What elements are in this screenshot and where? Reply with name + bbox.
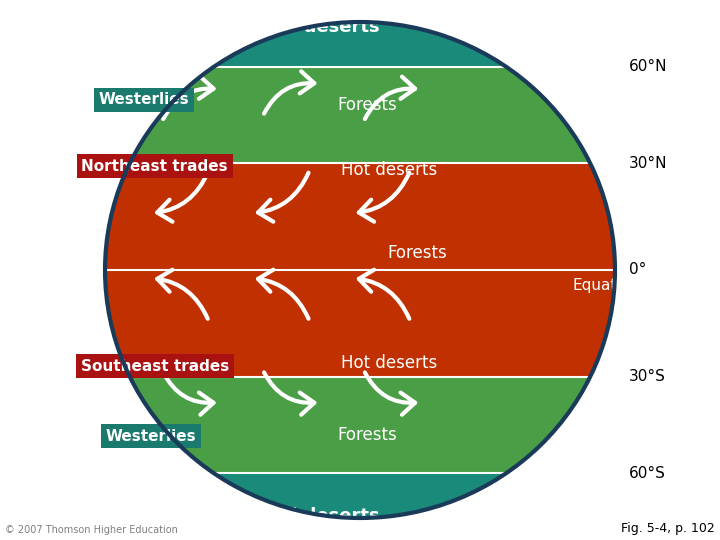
Text: 30°N: 30°N <box>629 156 667 171</box>
FancyArrowPatch shape <box>264 71 315 113</box>
FancyArrowPatch shape <box>163 77 214 119</box>
FancyArrowPatch shape <box>258 269 308 319</box>
FancyArrowPatch shape <box>163 373 214 415</box>
Text: Northeast trades: Northeast trades <box>81 159 228 174</box>
Text: Equator: Equator <box>572 278 633 293</box>
Text: Hot deserts: Hot deserts <box>341 161 437 179</box>
Text: Westerlies: Westerlies <box>106 429 197 444</box>
Ellipse shape <box>105 22 615 518</box>
Text: Cold deserts: Cold deserts <box>253 507 380 525</box>
FancyArrowPatch shape <box>359 173 409 222</box>
Ellipse shape <box>105 22 615 518</box>
Text: © 2007 Thomson Higher Education: © 2007 Thomson Higher Education <box>5 525 178 535</box>
Text: Forests: Forests <box>338 96 397 114</box>
Ellipse shape <box>105 22 615 518</box>
Text: Hot deserts: Hot deserts <box>341 354 437 372</box>
Text: 60°S: 60°S <box>629 466 666 481</box>
Ellipse shape <box>105 22 615 518</box>
Bar <box>105 474 615 518</box>
FancyArrowPatch shape <box>365 77 415 119</box>
Text: Southeast trades: Southeast trades <box>81 359 229 374</box>
Bar <box>105 66 615 164</box>
Text: 0°: 0° <box>629 262 647 278</box>
Text: Forests: Forests <box>338 426 397 444</box>
FancyArrowPatch shape <box>359 269 409 319</box>
Text: 30°S: 30°S <box>629 369 666 384</box>
FancyArrowPatch shape <box>365 373 415 415</box>
FancyArrowPatch shape <box>264 373 315 415</box>
Text: Forests: Forests <box>388 244 447 262</box>
Ellipse shape <box>105 22 615 518</box>
Text: Fig. 5-4, p. 102: Fig. 5-4, p. 102 <box>621 522 715 535</box>
Bar <box>105 376 615 474</box>
Bar <box>105 22 615 66</box>
FancyArrowPatch shape <box>157 269 207 319</box>
Text: 60°N: 60°N <box>629 59 667 74</box>
FancyArrowPatch shape <box>157 173 207 222</box>
Bar <box>105 164 615 376</box>
Text: Cold deserts: Cold deserts <box>253 18 380 36</box>
Text: Westerlies: Westerlies <box>99 92 189 107</box>
Ellipse shape <box>105 22 615 518</box>
Ellipse shape <box>105 22 615 518</box>
FancyArrowPatch shape <box>258 173 308 222</box>
